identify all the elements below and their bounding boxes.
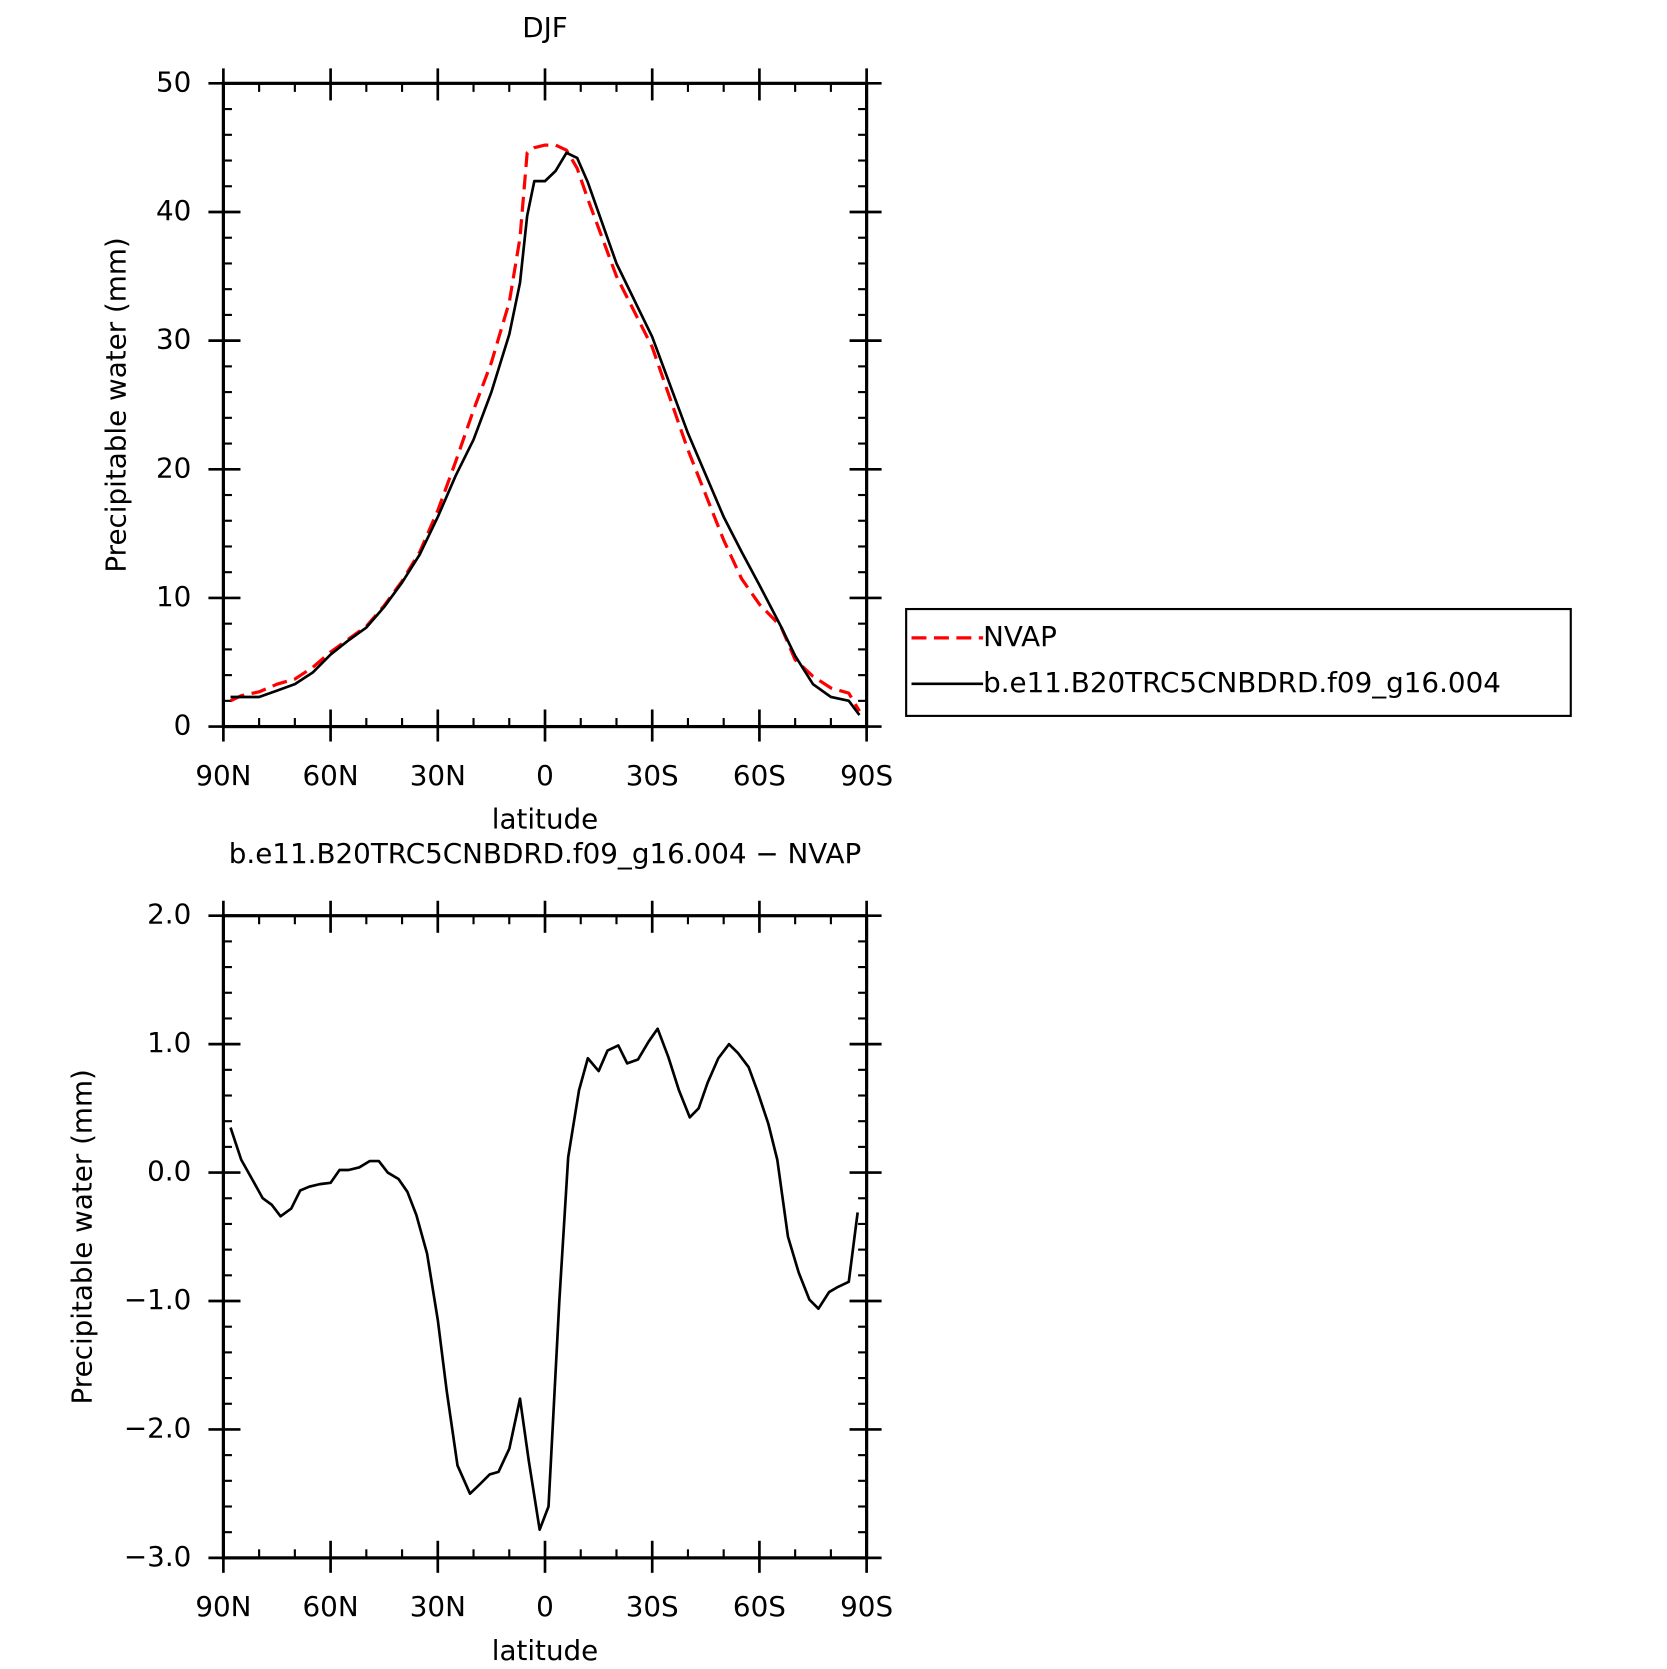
chart-title: DJF [522, 11, 568, 44]
x-tick-label: 30N [410, 1590, 466, 1623]
x-tick-label: 90N [195, 1590, 251, 1623]
y-tick-label: 2.0 [147, 898, 191, 931]
chart-title: b.e11.B20TRC5CNBDRD.f09_g16.004 − NVAP [229, 837, 861, 870]
x-tick-label: 90S [840, 1590, 893, 1623]
y-tick-label: −3.0 [124, 1540, 191, 1573]
x-tick-label: 60S [733, 759, 786, 792]
y-tick-label: 40 [156, 194, 191, 227]
y-tick-label: 30 [156, 323, 191, 356]
data-line [230, 151, 861, 716]
x-tick-label: 60S [733, 1590, 786, 1623]
x-tick-label: 90S [840, 759, 893, 792]
x-tick-label: 30S [626, 759, 679, 792]
x-axis-label: latitude [492, 803, 599, 836]
x-axis-label: latitude [492, 1634, 599, 1667]
y-tick-label: 0.0 [147, 1155, 191, 1188]
x-tick-label: 60N [303, 759, 359, 792]
y-axis-label: Precipitable water (mm) [100, 237, 133, 572]
y-tick-label: 1.0 [147, 1026, 191, 1059]
legend-label: NVAP [983, 620, 1057, 653]
y-axis-label: Precipitable water (mm) [65, 1069, 98, 1404]
y-tick-label: 50 [156, 65, 191, 98]
x-tick-label: 30S [626, 1590, 679, 1623]
x-tick-label: 0 [536, 1590, 554, 1623]
data-line [229, 1027, 859, 1532]
x-tick-label: 90N [195, 759, 251, 792]
legend-label: b.e11.B20TRC5CNBDRD.f09_g16.004 [983, 666, 1501, 699]
legend-box [905, 607, 1572, 717]
data-line [229, 143, 861, 713]
x-tick-label: 0 [536, 759, 554, 792]
y-tick-label: 20 [156, 451, 191, 484]
plot-frame [221, 914, 869, 1560]
y-tick-label: −2.0 [124, 1411, 191, 1444]
y-tick-label: −1.0 [124, 1283, 191, 1316]
x-tick-label: 30N [410, 759, 466, 792]
plot-frame [221, 81, 869, 729]
y-tick-label: 10 [156, 580, 191, 613]
y-tick-label: 0 [174, 709, 192, 742]
x-tick-label: 60N [303, 1590, 359, 1623]
